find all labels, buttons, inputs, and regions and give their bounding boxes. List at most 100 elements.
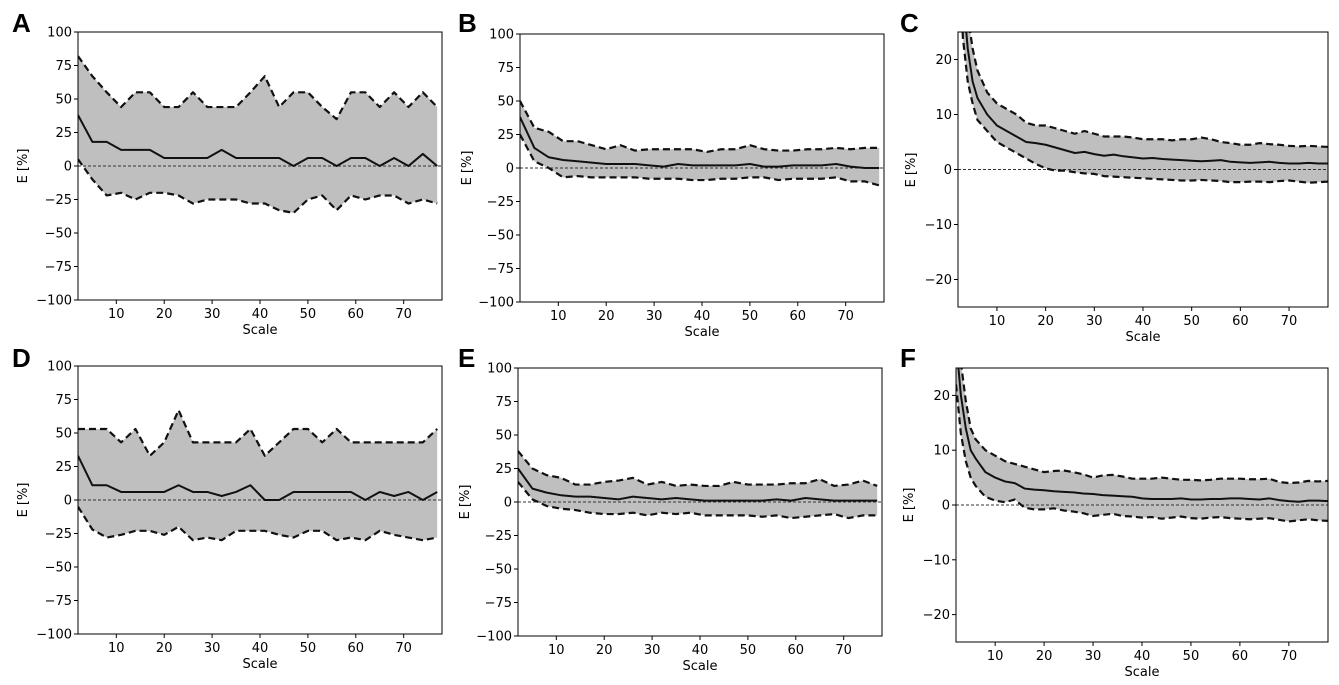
confidence-band-b [520, 101, 880, 186]
upper-line-e [518, 450, 878, 488]
mean-line-b [520, 116, 880, 169]
y-tick-label-e: −50 [485, 563, 512, 578]
mean-line-e [518, 467, 878, 502]
plot-area-a [78, 55, 442, 214]
y-tick-label-d: −50 [45, 561, 72, 576]
x-tick-label-c: 50 [1183, 314, 1200, 329]
mean-line-f [957, 368, 1328, 503]
y-tick-label-b: −25 [487, 195, 514, 210]
x-axis-label-a: Scale [243, 323, 278, 338]
x-tick-label-b: 40 [694, 309, 711, 324]
x-tick-label-a: 60 [348, 307, 365, 322]
y-tick-label-a: −25 [45, 193, 72, 208]
x-tick-label-e: 30 [644, 643, 661, 658]
x-tick-label-f: 30 [1085, 649, 1102, 664]
confidence-band-f [956, 368, 1328, 522]
x-tick-label-c: 30 [1086, 314, 1103, 329]
y-tick-label-f: 20 [933, 389, 950, 404]
y-tick-label-a: −100 [36, 294, 72, 309]
y-tick-label-e: −25 [485, 529, 512, 544]
y-tick-label-e: 75 [495, 395, 512, 410]
upper-line-a [78, 55, 438, 121]
plot-area-f [956, 368, 1328, 523]
x-axis-label-c: Scale [1126, 330, 1161, 345]
y-tick-label-c: −10 [925, 218, 952, 233]
x-tick-label-d: 10 [108, 641, 125, 656]
x-tick-label-e: 50 [740, 643, 757, 658]
panel-label-b: B [458, 8, 477, 38]
y-axis-label-b: E [%] [460, 151, 475, 186]
x-tick-label-c: 70 [1281, 314, 1298, 329]
y-tick-label-d: 75 [55, 393, 72, 408]
upper-line-c [969, 32, 1328, 149]
y-tick-label-b: −100 [478, 296, 514, 311]
y-axis-label-f: E [%] [902, 488, 917, 523]
plot-area-b [520, 100, 884, 187]
lower-line-b [520, 133, 880, 187]
confidence-band-e [518, 451, 878, 519]
upper-line-d [78, 409, 438, 457]
lower-line-c [961, 32, 1328, 184]
x-tick-label-c: 20 [1037, 314, 1054, 329]
x-tick-label-f: 50 [1183, 649, 1200, 664]
x-tick-label-d: 60 [348, 641, 365, 656]
x-tick-label-e: 60 [788, 643, 805, 658]
x-tick-label-b: 50 [742, 309, 759, 324]
y-tick-label-c: 20 [935, 53, 952, 68]
y-tick-label-b: 0 [506, 162, 514, 177]
plot-area-c [958, 32, 1328, 184]
confidence-band-d [78, 410, 438, 541]
mean-line-d [78, 455, 438, 501]
y-tick-label-e: 100 [487, 362, 512, 377]
y-tick-label-d: 50 [55, 427, 72, 442]
x-tick-label-d: 20 [156, 641, 173, 656]
x-tick-label-f: 20 [1036, 649, 1053, 664]
y-tick-label-d: 0 [64, 494, 72, 509]
confidence-band-a [78, 56, 438, 213]
x-tick-label-b: 60 [790, 309, 807, 324]
y-tick-label-e: −100 [476, 630, 512, 645]
y-tick-label-b: −75 [487, 262, 514, 277]
y-axis-label-a: E [%] [16, 149, 31, 184]
chart-panel-e: E Scale E [%] 10 20 30 40 50 60 70 −100 −75 −50 −2… [458, 343, 883, 674]
x-tick-label-f: 70 [1281, 649, 1298, 664]
y-tick-label-d: −75 [45, 594, 72, 609]
confidence-band-c [962, 32, 1328, 183]
chart-panel-a: A Scale E [%] 10 20 30 40 50 60 70 −100 −75 −50 −2… [12, 8, 443, 338]
y-tick-label-e: 0 [504, 496, 512, 511]
y-tick-label-e: −75 [485, 596, 512, 611]
x-axis-label-f: Scale [1125, 665, 1160, 680]
y-tick-label-b: 25 [497, 128, 514, 143]
y-tick-label-c: 0 [944, 163, 952, 178]
lower-line-a [78, 158, 438, 214]
y-tick-label-a: 50 [55, 93, 72, 108]
x-tick-label-a: 70 [395, 307, 412, 322]
panel-label-e: E [458, 343, 475, 373]
x-tick-label-e: 40 [692, 643, 709, 658]
y-tick-label-a: 100 [47, 26, 72, 41]
y-tick-label-a: 75 [55, 59, 72, 74]
x-tick-label-e: 70 [835, 643, 852, 658]
x-tick-label-d: 50 [300, 641, 317, 656]
x-tick-label-a: 30 [204, 307, 221, 322]
x-tick-label-e: 10 [548, 643, 565, 658]
y-tick-label-f: −10 [923, 553, 950, 568]
x-axis-label-e: Scale [683, 659, 718, 674]
x-tick-label-b: 20 [598, 309, 615, 324]
y-tick-label-e: 25 [495, 462, 512, 477]
mean-line-c [965, 32, 1328, 165]
x-tick-label-a: 50 [300, 307, 317, 322]
panel-label-a: A [12, 8, 31, 38]
y-tick-label-a: 0 [64, 160, 72, 175]
x-tick-label-b: 70 [837, 309, 854, 324]
y-tick-label-a: −50 [45, 227, 72, 242]
y-tick-label-d: −25 [45, 527, 72, 542]
plot-area-d [78, 409, 442, 542]
y-tick-label-a: 25 [55, 126, 72, 141]
y-tick-label-e: 50 [495, 429, 512, 444]
x-tick-label-c: 10 [989, 314, 1006, 329]
y-tick-label-d: 25 [55, 460, 72, 475]
y-tick-label-f: 0 [942, 499, 950, 514]
x-tick-label-b: 30 [646, 309, 663, 324]
